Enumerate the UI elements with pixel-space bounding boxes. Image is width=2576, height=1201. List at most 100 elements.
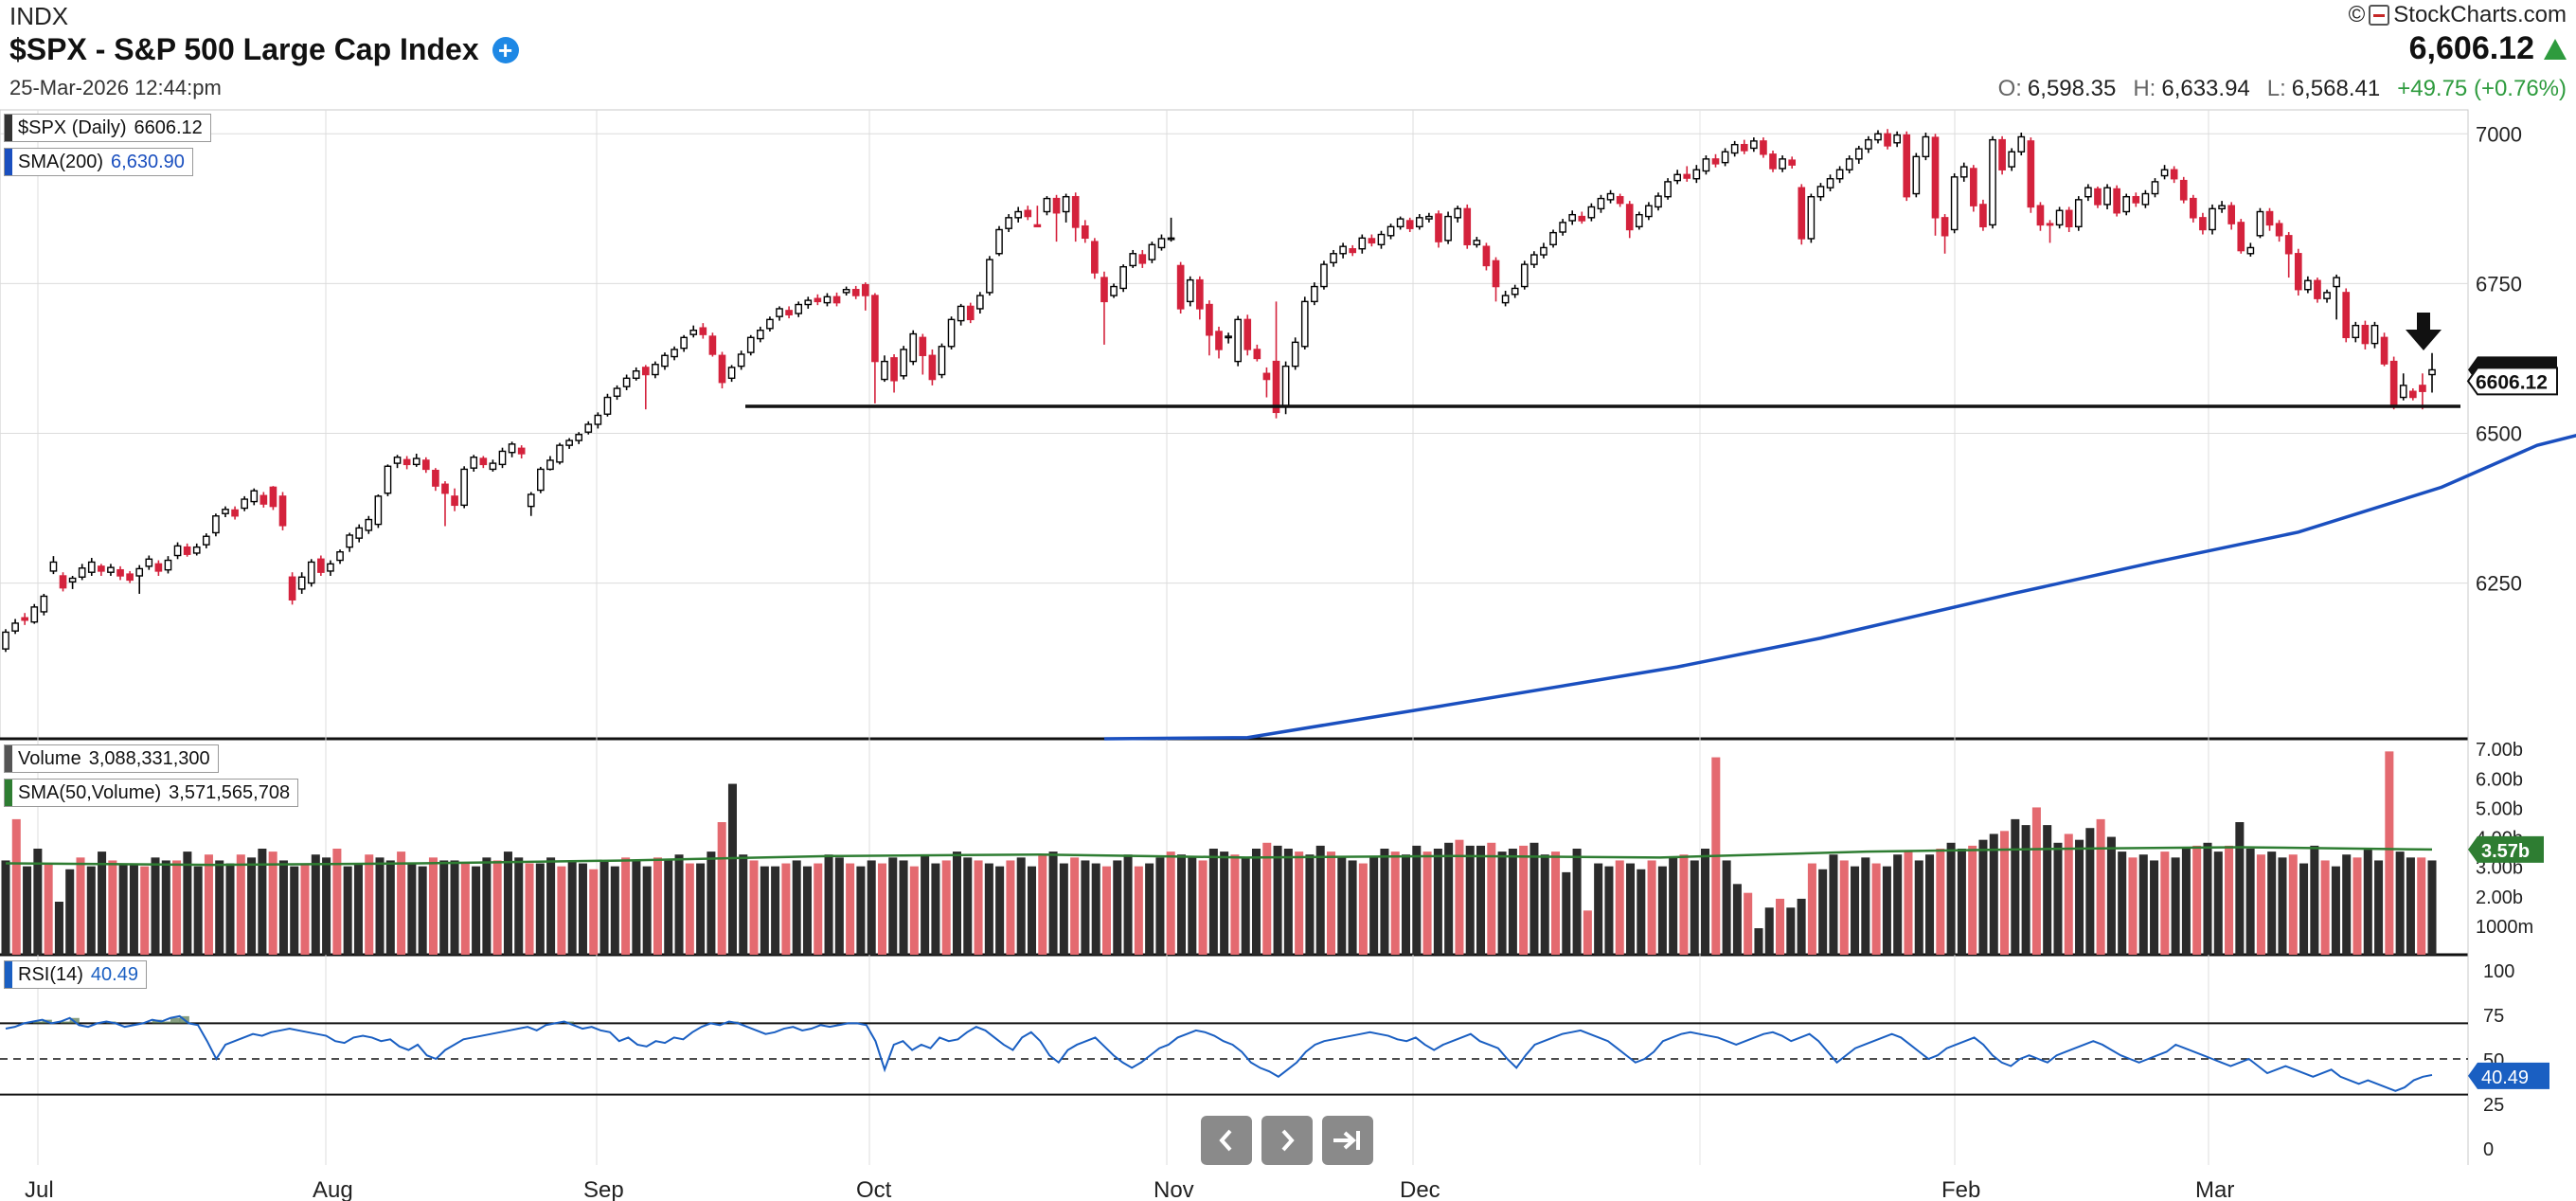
volume-bar <box>129 863 138 955</box>
volume-tick-label: 3.00b <box>2476 858 2523 879</box>
candle-up <box>1635 213 1643 228</box>
candle-down <box>2065 209 2073 228</box>
candle-up <box>746 336 755 353</box>
volume-bar <box>1166 851 1175 955</box>
candle-up <box>460 468 468 507</box>
candle-up <box>68 577 77 583</box>
volume-bar <box>1839 860 1849 955</box>
volume-bar <box>343 866 352 955</box>
rsi-legend[interactable]: RSI(14) 40.49 <box>4 960 147 989</box>
volume-bar <box>1946 842 1956 955</box>
candle-up <box>1568 213 1577 222</box>
candle-up <box>661 354 669 367</box>
volume-bar <box>1818 869 1828 955</box>
candle-up <box>2256 210 2264 237</box>
volume-bar <box>621 857 631 955</box>
volume-bar <box>1786 907 1796 955</box>
volume-bar <box>1690 860 1699 955</box>
volume-bar <box>1989 834 1998 955</box>
candle-up <box>1673 173 1681 182</box>
chevron-right-icon[interactable] <box>1261 1116 1313 1165</box>
vol-sma-legend[interactable]: SMA(50,Volume) 3,571,565,708 <box>4 779 299 807</box>
candle-up <box>1386 225 1395 237</box>
volume-bar <box>1551 851 1561 955</box>
candle-up <box>757 330 764 340</box>
volume-bar <box>867 860 876 955</box>
volume-bar <box>2192 845 2202 955</box>
candle-up <box>2103 187 2111 206</box>
change-readout: +49.75 (+0.76%) <box>2397 76 2567 101</box>
candle-up <box>603 396 612 415</box>
volume-bar <box>909 866 919 955</box>
volume-bar <box>1615 860 1624 955</box>
candle-up <box>737 353 745 367</box>
candle-down <box>288 576 296 600</box>
candle-down <box>126 573 134 582</box>
candle-up <box>1730 143 1739 154</box>
candle-down <box>2237 222 2245 252</box>
candle-up <box>1721 151 1729 164</box>
volume-bar <box>193 866 203 955</box>
price-legend-label: $SPX (Daily) <box>18 117 127 138</box>
volume-legend[interactable]: Volume 3,088,331,300 <box>4 744 219 773</box>
candle-down <box>832 296 841 304</box>
candle-up <box>470 457 478 469</box>
vol-sma-legend-swatch <box>5 780 12 806</box>
volume-bar <box>2352 857 2362 955</box>
candle-up <box>1339 245 1347 255</box>
volume-bar <box>1305 854 1315 955</box>
plus-circle-icon[interactable]: + <box>492 36 519 63</box>
candle-up <box>1540 246 1547 256</box>
chevron-left-icon[interactable] <box>1201 1116 1252 1165</box>
candle-up <box>1750 140 1758 150</box>
candle-up <box>164 559 172 571</box>
candle-up <box>613 387 621 397</box>
candle-down <box>785 310 793 315</box>
volume-bar <box>1744 892 1753 955</box>
candle-down <box>1176 264 1185 310</box>
candle-down <box>2294 253 2302 291</box>
candle-down <box>1903 134 1911 198</box>
volume-bar <box>1572 849 1582 955</box>
candle-up <box>297 576 306 590</box>
ohlc-readout: O: 6,598.35 H: 6,633.94 L: 6,568.41 +49.75 … <box>1998 76 2567 102</box>
candle-up <box>622 377 631 387</box>
skip-to-end-icon[interactable] <box>1322 1116 1373 1165</box>
volume-bar <box>824 854 833 955</box>
candle-down <box>1033 224 1042 228</box>
candle-down <box>1349 248 1357 254</box>
x-tick-label: Dec <box>1400 1177 1440 1201</box>
volume-bar <box>23 866 32 955</box>
volume-bar <box>1882 866 1891 955</box>
candle-up <box>947 318 956 348</box>
volume-bar <box>2096 818 2105 955</box>
candle-down <box>1091 241 1099 274</box>
volume-bar <box>1113 860 1122 955</box>
candle-up <box>1511 287 1519 296</box>
volume-bar <box>1422 851 1432 955</box>
volume-bar <box>952 851 961 955</box>
volume-bar <box>2203 842 2212 955</box>
candle-up <box>2141 192 2150 206</box>
candle-up <box>2304 279 2312 291</box>
candle-up <box>1225 335 1232 339</box>
brand[interactable]: © StockCharts.com <box>2349 2 2567 28</box>
sma-legend[interactable]: SMA(200) 6,630.90 <box>4 148 193 176</box>
last-price-value: 6,606.12 <box>2408 30 2534 66</box>
price-legend[interactable]: $SPX (Daily) 6606.12 <box>4 114 211 142</box>
candle-up <box>909 332 918 363</box>
volume-bar <box>86 866 96 955</box>
volume-bar <box>215 860 224 955</box>
candle-up <box>795 303 803 314</box>
candle-up <box>1129 253 1137 267</box>
volume-bar <box>856 866 866 955</box>
candle-up <box>365 518 373 531</box>
volume-bar <box>2395 851 2405 955</box>
candle-down <box>116 568 124 577</box>
candle-up <box>355 527 364 539</box>
candle-down <box>2419 385 2426 392</box>
candle-up <box>1377 233 1386 245</box>
volume-bar <box>1155 857 1165 955</box>
candle-up <box>250 490 259 503</box>
